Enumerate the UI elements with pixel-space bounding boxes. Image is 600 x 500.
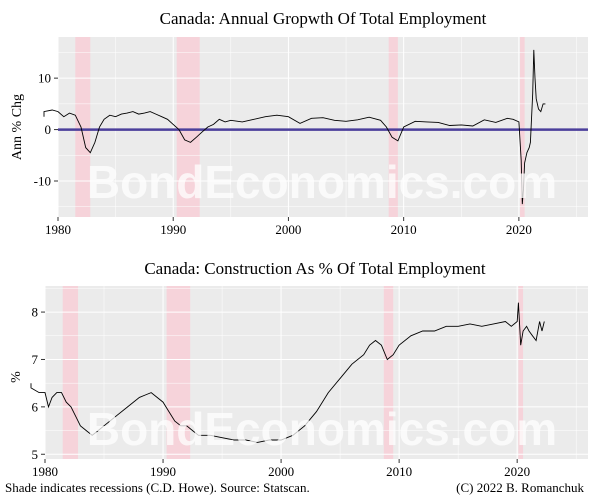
y-axis: 5 6 7 8 [32, 305, 45, 462]
watermark-text: BondEconomics.com [87, 403, 557, 455]
recession-band [62, 286, 79, 459]
y-tick-label: 10 [38, 71, 51, 86]
series-layer [30, 302, 545, 443]
recession-band [166, 286, 191, 459]
construction-share-chart: Canada: Construction As % Of Total Emplo… [9, 259, 588, 479]
recession-shading [75, 37, 525, 217]
plot-area [45, 286, 588, 459]
x-tick-label: 1980 [32, 464, 58, 479]
y-tick-label: 0 [45, 122, 52, 137]
y-tick-label: -10 [34, 174, 51, 189]
recession-band [388, 37, 398, 217]
y-axis: -10 0 10 [34, 71, 58, 189]
chart-title: Canada: Construction As % Of Total Emplo… [144, 259, 486, 278]
x-axis: 1980 1990 2000 2010 2020 [45, 217, 532, 237]
x-tick-label: 1980 [45, 222, 71, 237]
recession-band [520, 37, 525, 217]
x-tick-label: 2010 [386, 464, 412, 479]
y-tick-label: 5 [32, 447, 39, 462]
x-tick-label: 2000 [275, 222, 301, 237]
recession-band [518, 286, 524, 459]
y-tick-label: 8 [32, 305, 39, 320]
series-layer [43, 49, 546, 205]
x-tick-label: 2010 [391, 222, 417, 237]
recession-band [383, 286, 394, 459]
footer-source-note: Shade indicates recessions (C.D. Howe). … [5, 480, 310, 495]
x-tick-label: 2020 [506, 222, 532, 237]
footer-copyright: (C) 2022 B. Romanchuk [456, 480, 584, 495]
series-line [43, 49, 546, 205]
watermark-text: BondEconomics.com [87, 156, 557, 208]
chart-title: Canada: Annual Gropwth Of Total Employme… [160, 9, 487, 28]
x-tick-label: 2000 [268, 464, 294, 479]
recession-shading [62, 286, 524, 459]
x-tick-label: 1990 [160, 222, 186, 237]
plot-area [58, 37, 588, 217]
x-tick-label: 1990 [150, 464, 176, 479]
x-tick-label: 2020 [504, 464, 530, 479]
y-tick-label: 7 [32, 352, 39, 367]
series-line [30, 302, 545, 443]
employment-growth-chart: Canada: Annual Gropwth Of Total Employme… [10, 9, 588, 237]
y-axis-label: % [9, 371, 24, 383]
y-tick-label: 6 [32, 399, 39, 414]
gridlines [44, 286, 588, 459]
x-axis: 1980 1990 2000 2010 2020 [32, 459, 530, 479]
recession-band [176, 37, 200, 217]
y-axis-label: Ann % Chg [10, 94, 25, 160]
recession-band [75, 37, 91, 217]
